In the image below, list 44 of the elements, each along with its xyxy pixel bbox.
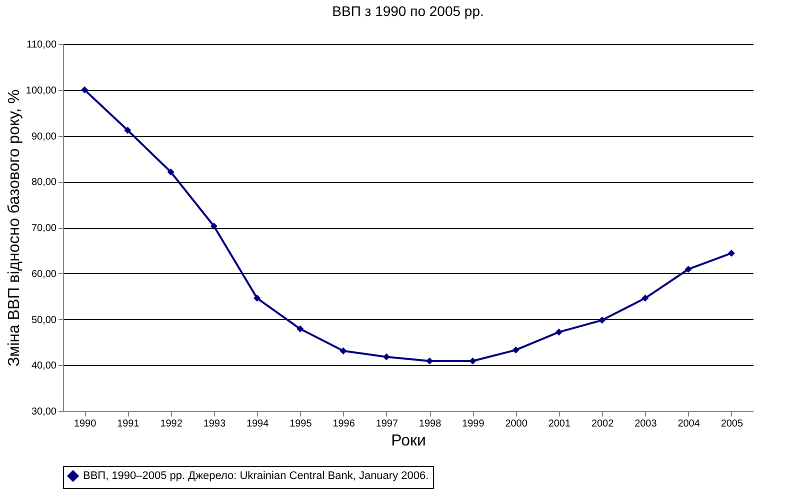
legend-label: ВВП, 1990–2005 рр. Джерело: Ukrainian Central Bank, January 2006. [83, 470, 429, 482]
x-tick-label: 1990 [74, 418, 97, 430]
x-tick-label: 1991 [117, 418, 140, 430]
point [254, 294, 261, 302]
y-tick-label: 100,00 [26, 85, 57, 96]
point [296, 325, 304, 332]
y-tick-label: 80,00 [31, 177, 57, 188]
point [684, 266, 692, 273]
y-tick-label: 90,00 [31, 131, 57, 142]
x-tick-label: 1992 [160, 418, 183, 430]
y-tick-label: 30,00 [31, 406, 57, 418]
x-axis-title: Роки [391, 432, 426, 450]
point [340, 347, 347, 354]
x-tick-label: 2003 [634, 418, 658, 430]
point [210, 222, 218, 230]
point [512, 346, 520, 354]
y-axis-title: Зміна ВВП відносно базового року, % [6, 89, 23, 367]
point [469, 357, 476, 365]
y-tick-label: 50,00 [31, 314, 57, 326]
y-tick-label: 110,00 [26, 40, 57, 50]
x-tick-label: 2004 [678, 418, 700, 430]
x-tick-label: 1998 [418, 418, 442, 430]
x-tick-label: 1995 [290, 418, 312, 430]
y-tick-label: 60,00 [31, 268, 57, 280]
point [81, 86, 88, 94]
x-tick-label: 2005 [720, 418, 744, 430]
x-tick-label: 1999 [462, 418, 485, 430]
point [555, 328, 562, 336]
x-tick-label: 1994 [246, 418, 270, 430]
y-tick-label: 70,00 [31, 223, 57, 234]
x-tick-label: 1993 [203, 418, 226, 430]
x-tick-label: 2000 [505, 418, 528, 430]
x-tick-label: 2001 [548, 418, 571, 430]
point [728, 250, 735, 257]
x-tick-label: 1997 [376, 418, 398, 430]
point [124, 126, 132, 134]
point [598, 316, 606, 324]
point [642, 294, 649, 302]
point [167, 168, 174, 176]
point [382, 353, 390, 360]
y-tick-label: 40,00 [31, 360, 57, 372]
chart-title: ВВП з 1990 по 2005 рр. [332, 3, 484, 19]
x-tick-label: 2002 [591, 418, 614, 430]
x-tick-label: 1996 [332, 418, 356, 430]
